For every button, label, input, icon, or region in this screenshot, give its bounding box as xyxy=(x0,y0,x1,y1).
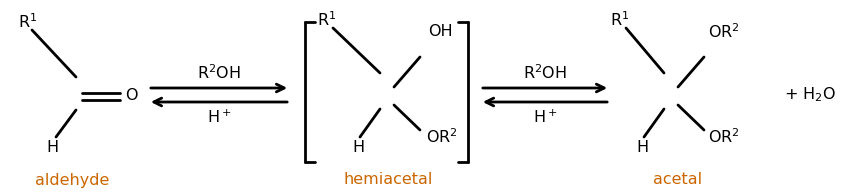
Text: hemiacetal: hemiacetal xyxy=(344,172,433,187)
Text: O: O xyxy=(125,88,137,104)
Text: + H$_2$O: + H$_2$O xyxy=(784,86,836,104)
Text: aldehyde: aldehyde xyxy=(35,172,109,187)
Text: OR$^2$: OR$^2$ xyxy=(426,128,458,146)
Text: R$^1$: R$^1$ xyxy=(18,13,37,31)
Text: H: H xyxy=(636,140,648,156)
Text: R$^2$OH: R$^2$OH xyxy=(523,64,567,82)
Text: OR$^2$: OR$^2$ xyxy=(708,23,740,41)
Text: H: H xyxy=(46,140,58,156)
Text: H$^+$: H$^+$ xyxy=(533,108,557,126)
Text: R$^1$: R$^1$ xyxy=(317,11,336,29)
Text: OH: OH xyxy=(428,24,452,40)
Text: H: H xyxy=(352,140,364,156)
Text: H$^+$: H$^+$ xyxy=(207,108,231,126)
Text: R$^1$: R$^1$ xyxy=(610,11,629,29)
Text: OR$^2$: OR$^2$ xyxy=(708,128,740,146)
Text: acetal: acetal xyxy=(653,172,703,187)
Text: R$^2$OH: R$^2$OH xyxy=(197,64,241,82)
